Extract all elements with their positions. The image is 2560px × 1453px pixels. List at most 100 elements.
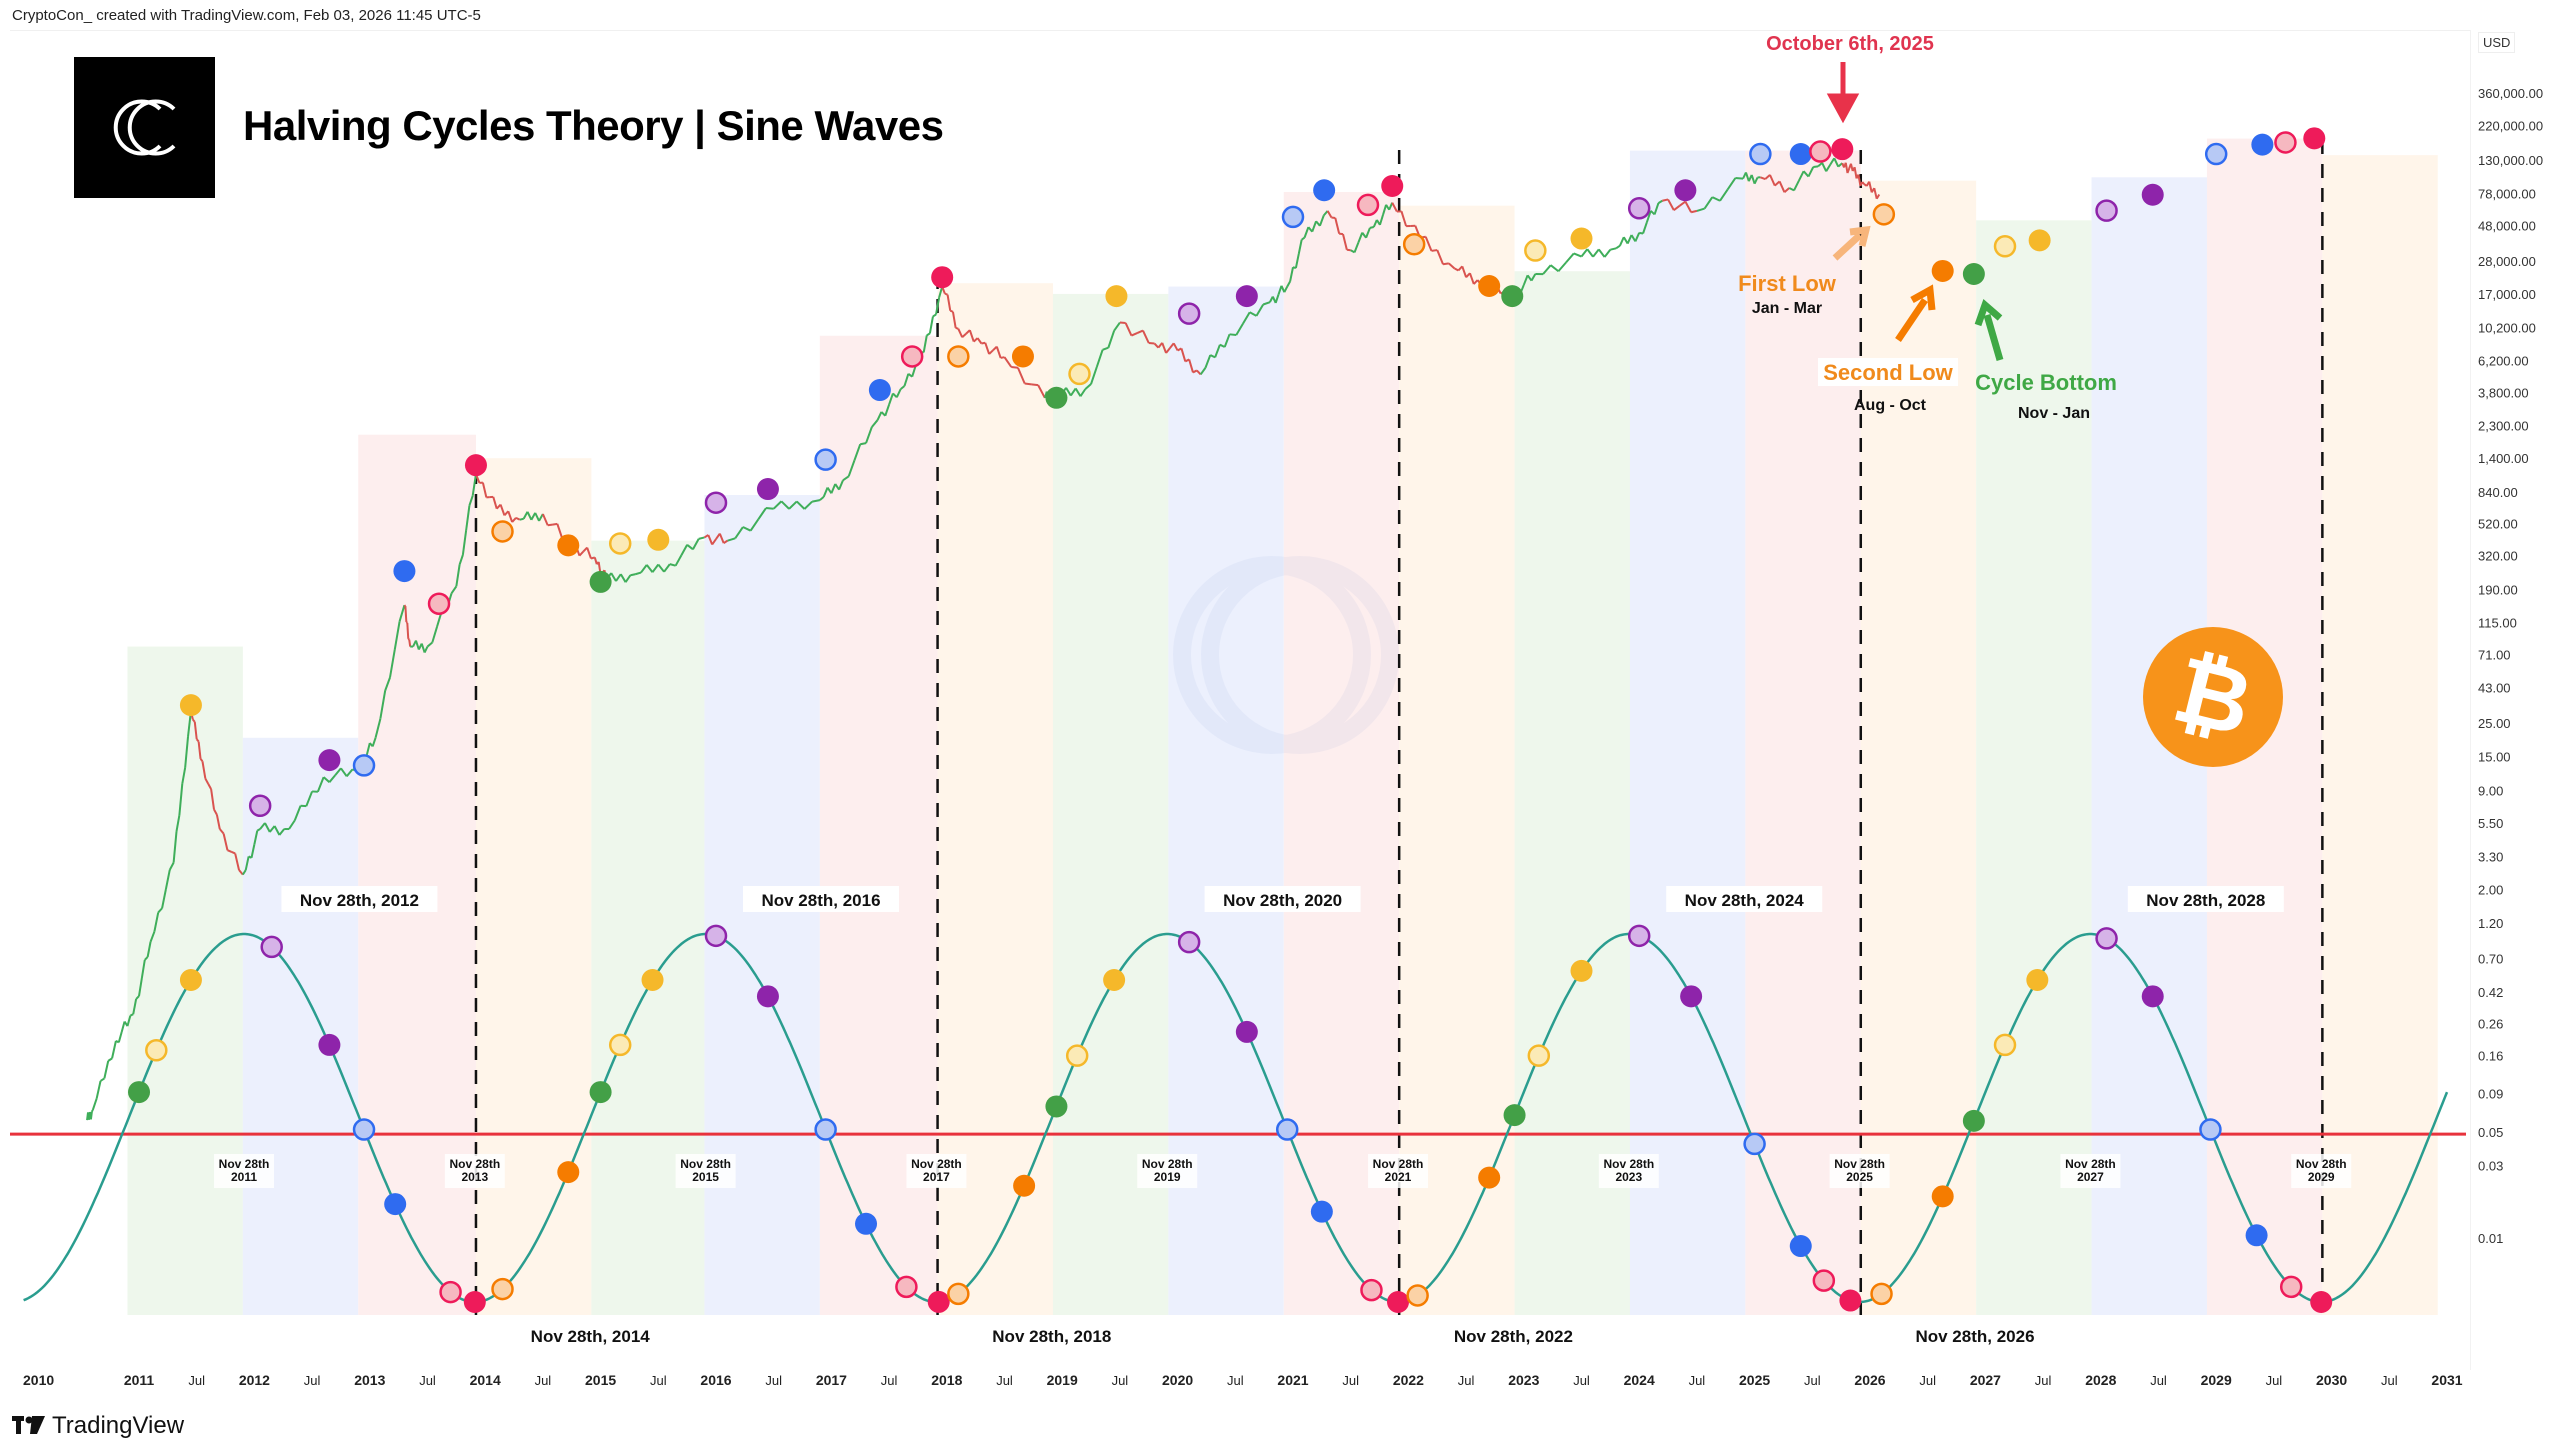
trough-date-label: Nov 28th, 2018: [992, 1327, 1111, 1346]
phase-band: [1745, 150, 1861, 1316]
price-marker: [589, 570, 612, 593]
first-low-arrow-icon: [1832, 225, 1871, 261]
sine-marker: [1870, 1282, 1893, 1306]
phase-band: [937, 283, 1053, 1316]
price-segment: [403, 604, 407, 607]
price-segment: [1102, 346, 1109, 351]
price-segment: [1161, 342, 1167, 354]
phase-band: [1399, 205, 1515, 1315]
x-tick-label: Jul: [1342, 1373, 1359, 1388]
price-segment: [884, 404, 891, 417]
price-segment: [455, 564, 461, 587]
x-tick-label: Jul: [2266, 1373, 2283, 1388]
price-segment: [1353, 242, 1360, 253]
sine-markers: [128, 924, 2333, 1313]
price-segment: [811, 499, 821, 503]
price-marker: [1872, 203, 1896, 226]
price-marker: [1931, 259, 1954, 282]
price-segment: [860, 442, 867, 446]
price-segment: [492, 496, 498, 509]
price-marker: [2095, 199, 2118, 222]
price-axis-panel[interactable]: [2470, 30, 2560, 1370]
price-marker: [704, 491, 728, 514]
price-segment: [895, 388, 902, 398]
price-segment: [89, 1111, 93, 1120]
price-segment: [788, 500, 798, 510]
price-segment: [1642, 221, 1648, 234]
price-segment: [765, 507, 774, 510]
crossing-label-line2: 2027: [2077, 1170, 2104, 1184]
price-segment: [1622, 236, 1629, 245]
price-segment: [219, 828, 225, 835]
crossing-label-bg: [2060, 1154, 2121, 1188]
price-segment: [1235, 323, 1244, 336]
x-tick-label: Jul: [188, 1373, 205, 1388]
price-segment: [227, 849, 232, 853]
price-segment: [1318, 215, 1325, 227]
trough-date-label: Nov 28th, 2014: [531, 1327, 651, 1346]
sine-marker: [384, 1193, 407, 1216]
price-marker: [2274, 131, 2297, 154]
x-tick-label: Jul: [1227, 1373, 1244, 1388]
tradingview-brand[interactable]: TradingView: [12, 1412, 184, 1440]
x-tick-label: Jul: [535, 1373, 552, 1388]
price-segment: [1764, 174, 1771, 180]
price-segment: [610, 572, 617, 582]
sine-marker: [1527, 1044, 1551, 1067]
price-marker: [1177, 302, 1201, 325]
price-segment: [1331, 216, 1336, 220]
annotation-october: October 6th, 2025: [1766, 33, 1934, 55]
x-tick-label: 2014: [470, 1372, 501, 1388]
sine-marker: [1275, 1118, 1299, 1141]
price-marker: [1627, 197, 1651, 220]
price-marker: [393, 560, 416, 583]
price-segment: [1753, 177, 1759, 185]
crossing-label-line2: 2015: [692, 1170, 719, 1184]
crossing-label-line2: 2013: [461, 1170, 488, 1184]
price-segment: [1778, 181, 1786, 193]
annotation-second-low-range: Aug - Oct: [1854, 397, 1927, 414]
price-segment: [1249, 311, 1257, 317]
price-segment: [957, 328, 964, 338]
x-tick-label: Jul: [1573, 1373, 1590, 1388]
phase-band: [2322, 155, 2438, 1316]
price-segment: [1750, 174, 1756, 185]
x-tick-label: 2020: [1162, 1372, 1193, 1388]
price-segment: [1461, 266, 1468, 278]
price-segment: [1391, 202, 1398, 212]
crossing-label-line1: Nov 28th: [449, 1157, 500, 1171]
price-segment: [1833, 157, 1840, 168]
price-segment: [1653, 202, 1660, 215]
price-segment: [1294, 253, 1300, 269]
x-tick-label: 2029: [2201, 1372, 2232, 1388]
price-segment: [718, 533, 725, 544]
price-segment: [1592, 248, 1600, 258]
price-segment: [365, 742, 371, 755]
price-segment: [1424, 236, 1433, 252]
currency-label[interactable]: USD: [2478, 32, 2516, 53]
price-segment: [1639, 231, 1644, 235]
x-tick-label: Jul: [996, 1373, 1013, 1388]
price-segment: [645, 564, 654, 573]
price-segment: [407, 638, 410, 641]
x-tick-label: Jul: [304, 1373, 321, 1388]
sine-marker: [2141, 985, 2164, 1008]
sine-marker: [1931, 1185, 1954, 1208]
price-segment: [922, 335, 928, 353]
price-segment: [1657, 199, 1663, 204]
sine-marker: [1406, 1284, 1429, 1307]
price-marker: [814, 448, 837, 471]
price-segment: [938, 286, 944, 298]
sine-marker: [145, 1039, 168, 1062]
price-segment: [193, 721, 198, 740]
sine-marker: [1503, 1104, 1526, 1127]
price-segment: [796, 500, 806, 510]
price-segment: [1142, 330, 1150, 344]
price-segment: [742, 526, 752, 532]
price-segment: [822, 487, 829, 498]
peak-date-label: Nov 28th, 2020: [1223, 891, 1342, 910]
price-segment: [984, 342, 991, 355]
crossing-label-line2: 2025: [1846, 1170, 1873, 1184]
phase-band: [1860, 180, 1977, 1316]
